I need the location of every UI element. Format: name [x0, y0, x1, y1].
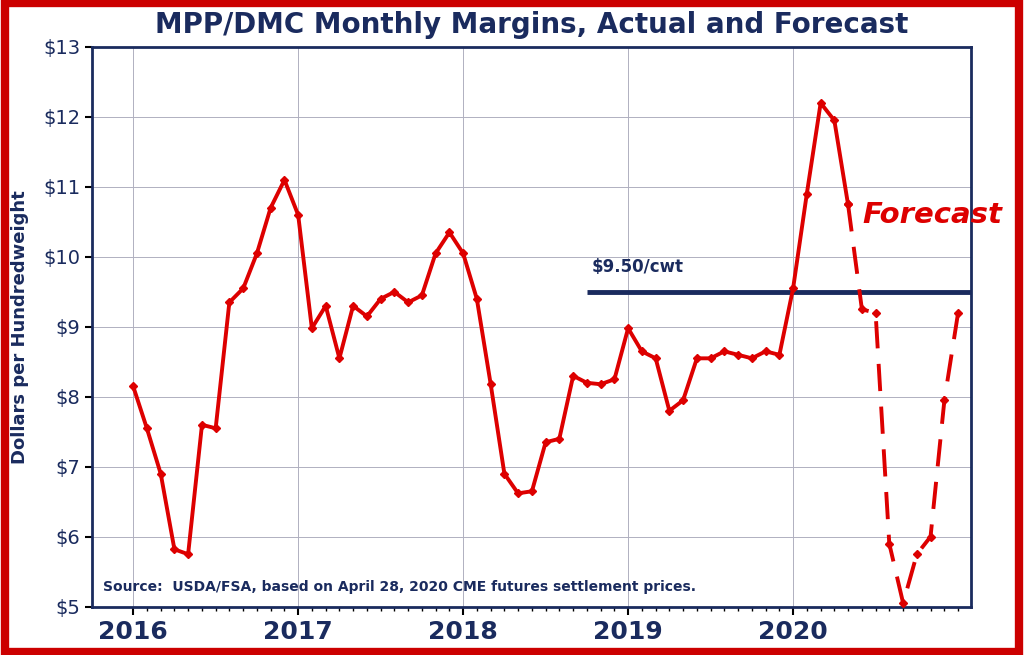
Title: MPP/DMC Monthly Margins, Actual and Forecast: MPP/DMC Monthly Margins, Actual and Fore… — [155, 11, 908, 39]
Text: Forecast: Forecast — [862, 201, 1002, 229]
Text: Source:  USDA/FSA, based on April 28, 2020 CME futures settlement prices.: Source: USDA/FSA, based on April 28, 202… — [103, 580, 696, 594]
Y-axis label: Dollars per Hundredweight: Dollars per Hundredweight — [11, 190, 29, 464]
Text: $9.50/cwt: $9.50/cwt — [592, 259, 684, 276]
